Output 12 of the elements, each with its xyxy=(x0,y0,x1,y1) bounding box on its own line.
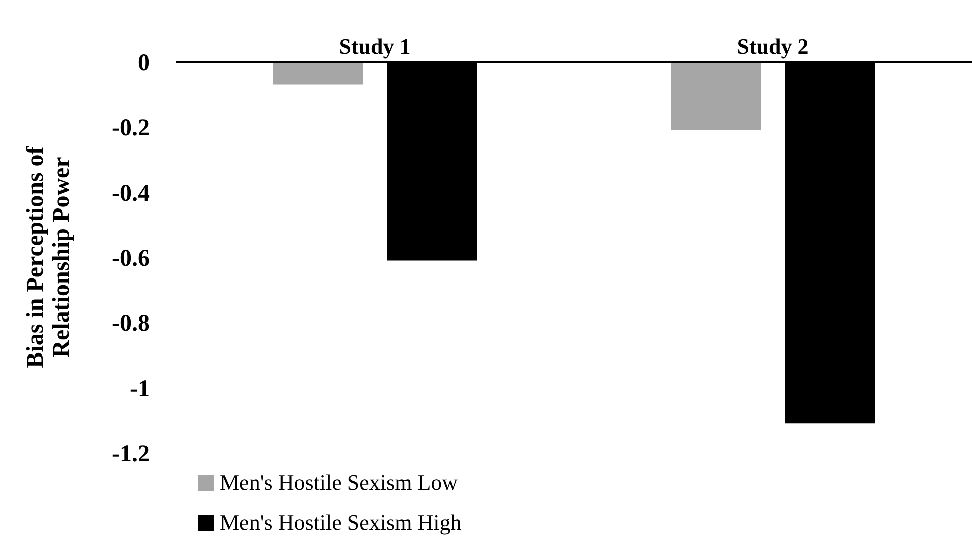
y-tick-label: -1 xyxy=(130,376,150,402)
legend-label: Men's Hostile Sexism High xyxy=(220,510,462,536)
y-tick-label: -0.6 xyxy=(112,246,150,272)
x-tick-label: Study 2 xyxy=(737,34,809,59)
legend-label: Men's Hostile Sexism Low xyxy=(220,470,458,496)
y-tick-label: 0 xyxy=(138,50,150,77)
y-tick-label: -0.8 xyxy=(112,311,150,338)
y-tick-label: -1.2 xyxy=(112,442,150,468)
y-tick-label: -0.2 xyxy=(112,116,150,142)
y-tick-label: -0.4 xyxy=(112,180,150,207)
x-tick-label: Study 1 xyxy=(339,34,411,59)
y-axis-title: Bias in Perceptions of Relationship Power xyxy=(23,146,75,368)
